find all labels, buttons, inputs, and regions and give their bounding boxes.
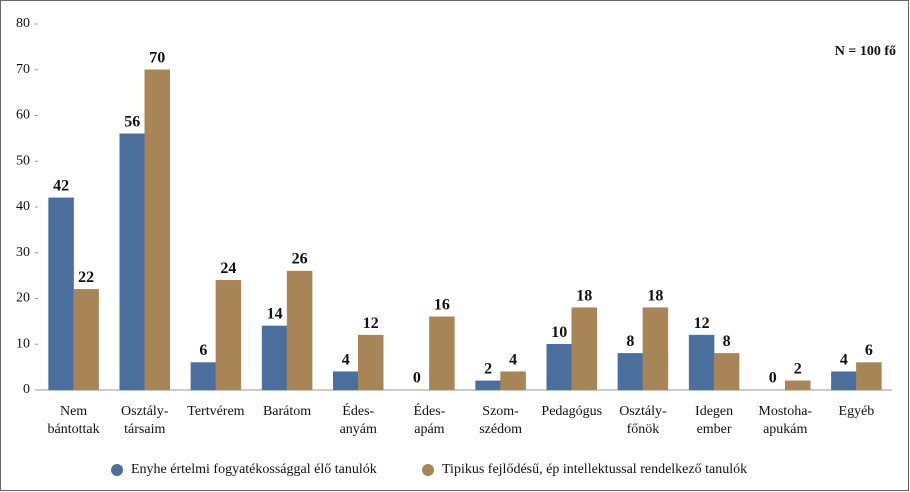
data-label: 8 (723, 333, 731, 350)
data-label: 2 (484, 361, 492, 378)
y-tick-label: 30 (16, 245, 30, 260)
y-tick-label: 0 (23, 382, 30, 397)
legend-label: Tipikus fejlődésű, ép intellektussal ren… (442, 462, 747, 477)
y-tick-label: 80 (16, 16, 30, 31)
y-tick-label: 20 (16, 291, 30, 306)
x-tick-label: Szom-szédom (479, 404, 522, 437)
legend-marker (111, 464, 123, 476)
data-label: 24 (220, 260, 236, 277)
data-label: 4 (840, 351, 848, 368)
data-label: 70 (149, 49, 165, 66)
bar (856, 362, 882, 391)
bar (831, 371, 857, 391)
bar (215, 279, 242, 391)
data-label: 4 (342, 351, 350, 368)
legend-marker (422, 464, 434, 476)
y-tick-label: 40 (16, 199, 30, 214)
data-label: 22 (78, 269, 94, 286)
bar (429, 316, 455, 391)
bar (642, 307, 669, 391)
data-label: 14 (267, 306, 283, 323)
bar (358, 334, 384, 391)
bar (73, 289, 99, 391)
data-label: 10 (551, 324, 567, 341)
x-tick-label: Édes-apám (413, 402, 445, 437)
legend-label: Enyhe értelmi fogyatékossággal élő tanul… (131, 462, 377, 477)
bar (119, 133, 145, 391)
data-label: 2 (794, 361, 802, 378)
data-label: 18 (576, 287, 592, 304)
x-tick-label: Nem bántottak (48, 404, 100, 437)
data-label: 4 (509, 351, 517, 368)
data-label: 56 (124, 113, 140, 130)
data-label: 0 (769, 370, 777, 387)
data-label: 26 (292, 251, 308, 268)
data-label: 12 (694, 315, 710, 332)
annotation: N = 100 fő (835, 44, 896, 59)
bar (144, 69, 170, 391)
data-label: 6 (199, 342, 207, 359)
x-tick-label: Idegen ember (695, 404, 733, 437)
x-tick-label: Egyéb (839, 404, 875, 419)
x-tick-label: Tertvérem (187, 404, 244, 419)
y-tick-label: 60 (16, 108, 30, 123)
data-label: 0 (413, 370, 421, 387)
x-tick-label: Pedagógus (541, 404, 602, 419)
x-tick-label: Osztály-főnök (619, 404, 667, 437)
y-tick-label: 70 (16, 62, 30, 77)
bar (785, 380, 811, 391)
bar (571, 307, 597, 391)
x-tick-label: Osztály-társaim (121, 404, 169, 437)
x-tick-label: Barátom (263, 404, 311, 419)
bar (500, 371, 526, 391)
y-tick-label: 50 (16, 153, 30, 168)
bar (333, 371, 359, 391)
bar (688, 334, 715, 391)
bar (713, 353, 740, 391)
bar (546, 344, 572, 391)
bar (475, 380, 501, 391)
bar (190, 362, 217, 391)
data-label: 18 (647, 287, 663, 304)
data-label: 6 (865, 342, 873, 359)
bar (261, 325, 288, 391)
y-tick-label: 10 (16, 336, 30, 351)
x-tick-label: Mostoha-apukám (758, 404, 812, 437)
data-label: 42 (53, 178, 69, 195)
bar (286, 270, 313, 391)
x-tick-label: Édes-anyám (340, 402, 377, 437)
bar (617, 353, 644, 391)
data-label: 12 (363, 315, 379, 332)
data-label: 16 (434, 296, 450, 313)
bar (48, 197, 74, 391)
data-label: 8 (626, 333, 634, 350)
